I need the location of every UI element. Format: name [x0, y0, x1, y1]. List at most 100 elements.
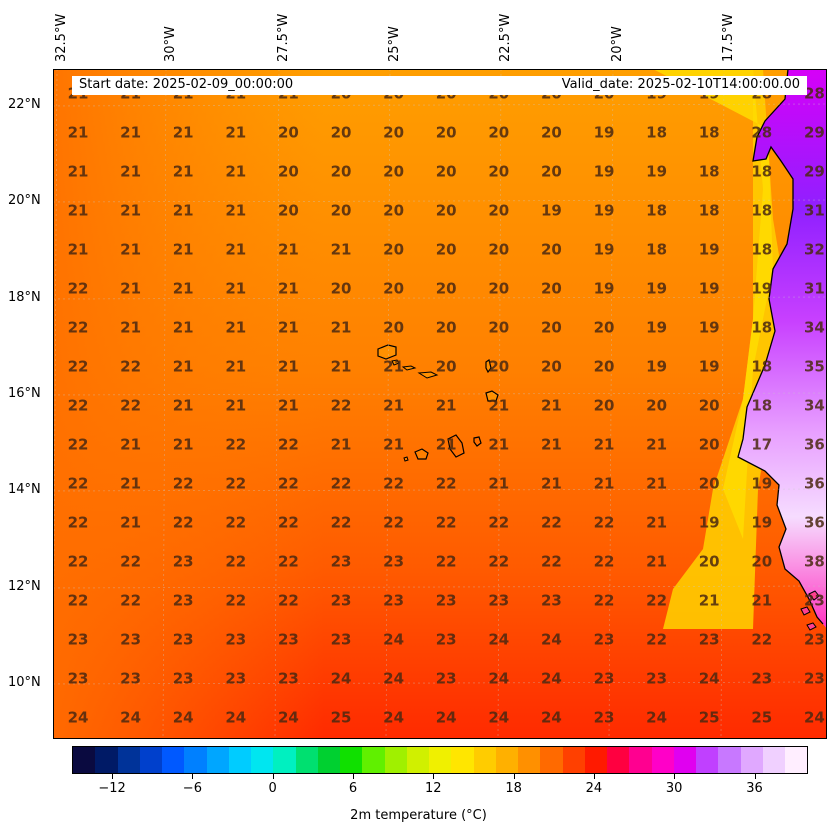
temperature-value: 23 [594, 631, 615, 649]
temperature-value: 23 [331, 631, 352, 649]
temperature-value: 23 [383, 553, 404, 571]
map-frame [53, 69, 827, 739]
lon-label-32-5w: 32.5°W [54, 13, 69, 62]
temperature-value: 23 [120, 670, 141, 688]
temperature-value: 18 [751, 241, 772, 259]
temperature-value: 20 [278, 163, 299, 181]
island-sao-nicolau [401, 365, 417, 371]
temperature-value: 31 [804, 280, 825, 298]
temperature-value: 25 [331, 709, 352, 727]
temperature-value: 21 [225, 202, 246, 220]
colorbar-tick-label: 24 [585, 781, 603, 796]
temperature-value: 21 [751, 592, 772, 610]
lat-label-22n: 22°N [8, 97, 41, 112]
temperature-value: 23 [436, 670, 457, 688]
colorbar-swatch [718, 747, 741, 773]
temperature-value: 24 [541, 709, 562, 727]
temperature-value: 22 [594, 514, 615, 532]
temperature-value: 25 [699, 709, 720, 727]
colorbar-swatch [117, 747, 140, 773]
colorbar-swatch [251, 747, 274, 773]
colorbar-swatch [607, 747, 630, 773]
temperature-value: 21 [278, 280, 299, 298]
temperature-value: 21 [225, 319, 246, 337]
temperature-value: 21 [488, 475, 509, 493]
temperature-value: 24 [699, 670, 720, 688]
temperature-value: 21 [173, 202, 194, 220]
colorbar-tick-label: −12 [98, 781, 126, 796]
colorbar-swatch [406, 747, 429, 773]
graticule [53, 69, 827, 739]
temperature-value: 20 [488, 319, 509, 337]
island-bijagos-1 [808, 590, 820, 601]
temperature-value: 20 [436, 163, 457, 181]
temperature-value: 18 [699, 163, 720, 181]
temperature-value: 21 [331, 319, 352, 337]
temperature-value: 22 [331, 397, 352, 415]
temperature-value: 18 [751, 319, 772, 337]
temperature-value: 20 [541, 280, 562, 298]
temperature-value: 23 [68, 670, 89, 688]
temperature-value: 20 [646, 397, 667, 415]
temperature-value: 18 [699, 124, 720, 142]
temperature-value: 22 [383, 475, 404, 493]
temperature-value: 21 [120, 163, 141, 181]
temperature-value: 34 [804, 397, 825, 415]
colorbar-swatch [228, 747, 251, 773]
temperature-value: 21 [173, 241, 194, 259]
temperature-value: 20 [383, 163, 404, 181]
island-bijagos-3 [806, 622, 817, 631]
temperature-value: 21 [120, 514, 141, 532]
temperature-value: 20 [488, 358, 509, 376]
temperature-value: 36 [804, 475, 825, 493]
temperature-value: 22 [173, 514, 194, 532]
temperature-value: 19 [594, 202, 615, 220]
lat-label-20n: 20°N [8, 193, 41, 208]
temperature-value: 22 [751, 631, 772, 649]
temperature-value: 21 [120, 241, 141, 259]
temperature-value: 23 [278, 631, 299, 649]
colorbar-swatch [95, 747, 118, 773]
lat-label-14n: 14°N [8, 482, 41, 497]
temperature-value: 22 [68, 358, 89, 376]
temperature-value: 21 [541, 436, 562, 454]
temperature-value: 23 [173, 553, 194, 571]
colorbar-tick [353, 774, 354, 779]
colorbar-tick [513, 774, 515, 779]
temperature-value: 22 [68, 319, 89, 337]
colorbar-tick-label: 36 [746, 781, 763, 796]
temperature-value: 22 [646, 631, 667, 649]
temperature-value: 18 [751, 397, 772, 415]
temperature-value: 18 [751, 163, 772, 181]
temperature-value: 22 [436, 514, 457, 532]
colorbar-tick [272, 774, 274, 779]
island-santa-luzia [417, 371, 439, 379]
lon-label-17-5w: 17.5°W [721, 13, 736, 62]
colorbar-swatch [651, 747, 674, 773]
colorbar-swatch [206, 747, 229, 773]
temperature-value: 23 [804, 631, 825, 649]
temperature-value: 19 [594, 241, 615, 259]
colorbar-tick-label: 0 [268, 781, 277, 796]
temperature-value: 20 [331, 280, 352, 298]
temperature-value: 18 [699, 202, 720, 220]
temperature-value: 23 [594, 709, 615, 727]
temperature-value: 21 [278, 319, 299, 337]
temperature-value: 19 [646, 319, 667, 337]
temperature-value: 20 [278, 202, 299, 220]
temperature-value: 20 [436, 280, 457, 298]
temperature-value: 20 [594, 397, 615, 415]
temperature-value: 23 [541, 592, 562, 610]
temperature-value: 22 [278, 553, 299, 571]
temperature-value: 23 [646, 670, 667, 688]
temperature-value: 21 [120, 475, 141, 493]
temperature-value: 22 [120, 592, 141, 610]
temperature-value: 22 [120, 397, 141, 415]
temperature-value: 31 [804, 202, 825, 220]
temperature-value: 22 [278, 514, 299, 532]
temperature-value: 20 [488, 202, 509, 220]
temperature-value: 20 [488, 241, 509, 259]
temperature-value: 22 [331, 514, 352, 532]
island-sao-vicente [391, 359, 400, 366]
temperature-value: 20 [541, 319, 562, 337]
